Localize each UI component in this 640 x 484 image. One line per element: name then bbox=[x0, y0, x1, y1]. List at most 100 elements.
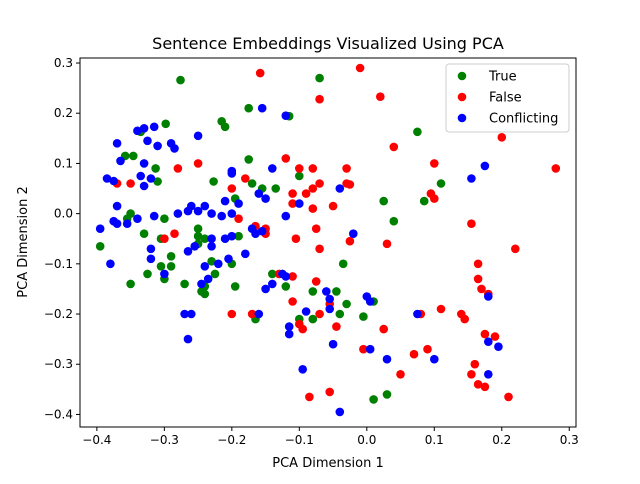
legend-marker-false bbox=[457, 92, 467, 102]
point-conflicting bbox=[484, 292, 493, 301]
point-false bbox=[325, 387, 335, 397]
point-true bbox=[295, 171, 304, 181]
point-false bbox=[467, 219, 476, 228]
point-conflicting bbox=[102, 174, 112, 183]
point-false bbox=[126, 179, 135, 188]
point-conflicting bbox=[207, 234, 216, 243]
point-conflicting bbox=[220, 234, 230, 243]
point-false bbox=[247, 309, 257, 319]
point-true bbox=[234, 231, 243, 241]
point-false bbox=[467, 370, 476, 379]
point-true bbox=[419, 196, 429, 206]
point-conflicting bbox=[170, 144, 179, 153]
y-axis-label: PCA Dimension 2 bbox=[16, 186, 31, 297]
x-tick-label: 0.1 bbox=[425, 433, 444, 447]
point-false bbox=[170, 229, 179, 238]
point-conflicting bbox=[139, 124, 149, 133]
point-conflicting bbox=[295, 199, 304, 208]
point-conflicting bbox=[106, 259, 115, 269]
point-false bbox=[430, 159, 439, 168]
point-conflicting bbox=[382, 354, 392, 364]
point-conflicting bbox=[365, 344, 375, 354]
point-conflicting bbox=[122, 219, 132, 228]
point-false bbox=[173, 164, 183, 173]
point-false bbox=[281, 154, 291, 163]
point-conflicting bbox=[268, 164, 277, 173]
y-tick-label: 0.0 bbox=[54, 207, 73, 221]
point-true bbox=[315, 73, 324, 83]
point-conflicting bbox=[187, 309, 196, 319]
point-true bbox=[281, 282, 291, 291]
point-false bbox=[305, 392, 314, 402]
point-true bbox=[335, 309, 345, 319]
point-true bbox=[268, 269, 277, 279]
point-conflicting bbox=[207, 242, 216, 251]
point-true bbox=[143, 269, 152, 279]
point-false bbox=[359, 344, 368, 354]
point-false bbox=[345, 236, 355, 246]
point-conflicting bbox=[335, 407, 345, 417]
point-false bbox=[288, 297, 297, 306]
point-conflicting bbox=[116, 156, 125, 166]
point-conflicting bbox=[95, 224, 105, 233]
point-false bbox=[470, 359, 480, 369]
point-conflicting bbox=[261, 284, 270, 294]
point-true bbox=[210, 269, 220, 279]
point-false bbox=[193, 159, 203, 168]
point-true bbox=[230, 282, 240, 291]
point-conflicting bbox=[136, 171, 145, 181]
point-conflicting bbox=[197, 279, 206, 289]
point-conflicting bbox=[146, 244, 156, 254]
point-false bbox=[227, 309, 237, 319]
x-tick-label: 0.0 bbox=[357, 433, 376, 447]
legend-marker-conflicting bbox=[457, 113, 467, 123]
y-tick-label: 0.3 bbox=[54, 56, 73, 70]
point-true bbox=[244, 103, 253, 113]
point-conflicting bbox=[112, 139, 122, 148]
plot-frame bbox=[79, 57, 577, 428]
point-conflicting bbox=[484, 370, 493, 379]
point-conflicting bbox=[224, 254, 233, 264]
y-tick-label: −0.2 bbox=[44, 307, 73, 321]
point-true bbox=[200, 234, 210, 243]
point-false bbox=[430, 194, 439, 203]
point-true bbox=[389, 216, 399, 226]
point-false bbox=[315, 94, 324, 104]
point-false bbox=[288, 199, 297, 208]
x-axis-label: PCA Dimension 1 bbox=[272, 456, 383, 471]
point-false bbox=[315, 309, 324, 319]
point-false bbox=[345, 180, 355, 189]
x-tick-label: 0.2 bbox=[492, 433, 511, 447]
point-false bbox=[234, 214, 243, 223]
point-conflicting bbox=[284, 322, 294, 331]
point-false bbox=[436, 304, 446, 314]
point-conflicting bbox=[217, 211, 226, 221]
point-true bbox=[220, 122, 230, 132]
point-conflicting bbox=[268, 279, 277, 289]
point-false bbox=[477, 284, 486, 294]
point-conflicting bbox=[139, 181, 149, 191]
point-conflicting bbox=[133, 126, 142, 136]
point-false bbox=[308, 164, 318, 173]
point-false bbox=[379, 324, 389, 334]
point-true bbox=[436, 179, 446, 188]
point-false bbox=[160, 234, 169, 243]
point-false bbox=[315, 244, 324, 254]
point-true bbox=[413, 127, 422, 137]
point-true bbox=[180, 279, 189, 289]
point-true bbox=[342, 299, 351, 309]
point-conflicting bbox=[112, 219, 122, 228]
point-conflicting bbox=[349, 229, 358, 238]
point-conflicting bbox=[298, 365, 308, 374]
point-conflicting bbox=[214, 259, 223, 269]
x-tick-label: 0.3 bbox=[560, 433, 579, 447]
point-conflicting bbox=[254, 189, 264, 198]
point-conflicting bbox=[180, 309, 189, 319]
point-conflicting bbox=[183, 247, 193, 256]
point-conflicting bbox=[153, 141, 162, 151]
point-true bbox=[151, 164, 160, 173]
point-conflicting bbox=[200, 201, 210, 211]
point-true bbox=[153, 177, 162, 186]
point-false bbox=[301, 189, 311, 198]
